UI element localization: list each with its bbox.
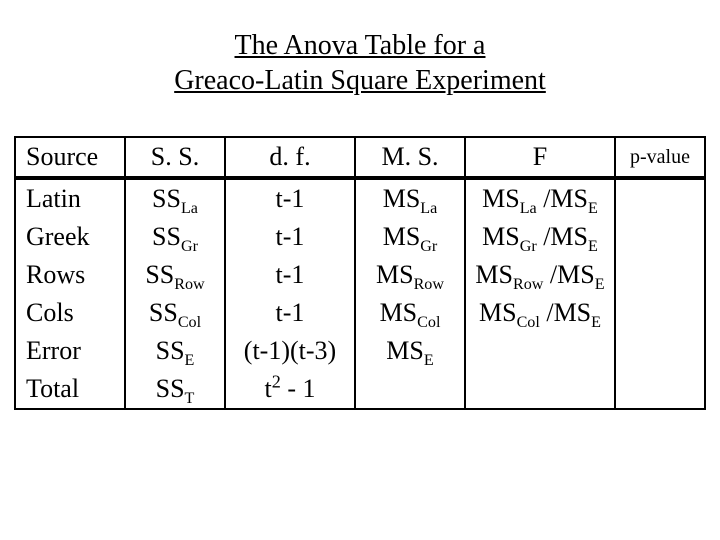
table-row: TotalSSTt2 - 1	[15, 370, 705, 409]
cell-source: Greek	[15, 218, 125, 256]
cell-ms: MSE	[355, 332, 465, 370]
cell-f: MSRow /MSE	[465, 256, 615, 294]
col-header-ss: S. S.	[125, 137, 225, 178]
col-header-f: F	[465, 137, 615, 178]
table-body: LatinSSLat-1MSLaMSLa /MSEGreekSSGrt-1MSG…	[15, 178, 705, 409]
cell-source: Rows	[15, 256, 125, 294]
table-row: ColsSSColt-1MSColMSCol /MSE	[15, 294, 705, 332]
cell-df: t-1	[225, 218, 355, 256]
cell-df: t-1	[225, 294, 355, 332]
cell-p	[615, 256, 705, 294]
cell-f: MSLa /MSE	[465, 178, 615, 218]
col-header-ms: M. S.	[355, 137, 465, 178]
table-row: ErrorSSE(t-1)(t-3)MSE	[15, 332, 705, 370]
cell-ss: SSE	[125, 332, 225, 370]
cell-ms: MSLa	[355, 178, 465, 218]
cell-source: Cols	[15, 294, 125, 332]
cell-source: Error	[15, 332, 125, 370]
cell-f	[465, 370, 615, 409]
col-header-source: Source	[15, 137, 125, 178]
col-header-pvalue: p-value	[615, 137, 705, 178]
cell-ms	[355, 370, 465, 409]
cell-source: Latin	[15, 178, 125, 218]
cell-p	[615, 370, 705, 409]
anova-table: Source S. S. d. f. M. S. F p-value Latin…	[14, 136, 706, 410]
table-row: LatinSSLat-1MSLaMSLa /MSE	[15, 178, 705, 218]
cell-ss: SST	[125, 370, 225, 409]
cell-ss: SSGr	[125, 218, 225, 256]
cell-ss: SSLa	[125, 178, 225, 218]
cell-df: t2 - 1	[225, 370, 355, 409]
title-line-2: Greaco-Latin Square Experiment	[174, 65, 546, 96]
col-header-df: d. f.	[225, 137, 355, 178]
table-header-row: Source S. S. d. f. M. S. F p-value	[15, 137, 705, 178]
cell-ms: MSRow	[355, 256, 465, 294]
page-title: The Anova Table for a Greaco-Latin Squar…	[0, 28, 720, 98]
cell-p	[615, 178, 705, 218]
cell-ms: MSCol	[355, 294, 465, 332]
cell-f: MSGr /MSE	[465, 218, 615, 256]
table-row: RowsSSRowt-1MSRowMSRow /MSE	[15, 256, 705, 294]
table-row: GreekSSGrt-1MSGrMSGr /MSE	[15, 218, 705, 256]
page: The Anova Table for a Greaco-Latin Squar…	[0, 0, 720, 540]
cell-f	[465, 332, 615, 370]
cell-p	[615, 218, 705, 256]
title-line-1: The Anova Table for a	[235, 30, 486, 61]
cell-df: t-1	[225, 178, 355, 218]
cell-ss: SSCol	[125, 294, 225, 332]
cell-df: t-1	[225, 256, 355, 294]
cell-p	[615, 332, 705, 370]
cell-ss: SSRow	[125, 256, 225, 294]
cell-df: (t-1)(t-3)	[225, 332, 355, 370]
cell-source: Total	[15, 370, 125, 409]
cell-p	[615, 294, 705, 332]
cell-ms: MSGr	[355, 218, 465, 256]
cell-f: MSCol /MSE	[465, 294, 615, 332]
